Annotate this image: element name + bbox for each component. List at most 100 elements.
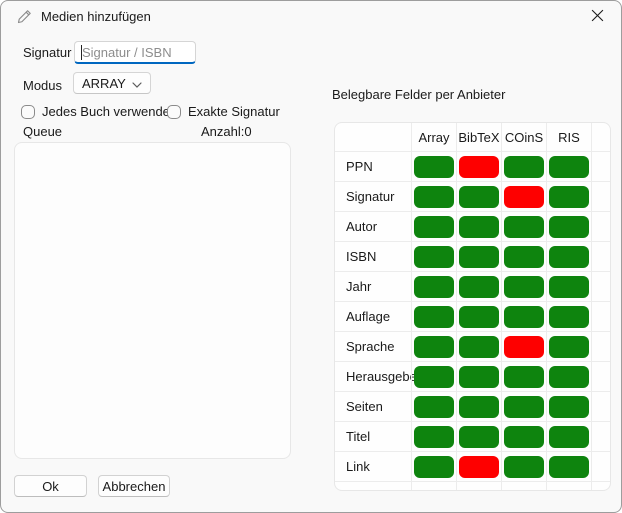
row-label: Seiten: [335, 391, 411, 421]
queue-list[interactable]: [14, 142, 291, 459]
row-label: Link: [335, 451, 411, 481]
status-cell-wrap: [546, 451, 591, 481]
provider-panel: Array BibTeX COinS RIS PPN Signatur Autor ISBN J…: [334, 122, 611, 491]
status-available-cell: [549, 155, 589, 178]
status-available-cell: [504, 365, 544, 388]
signatur-label: Signatur: [23, 45, 72, 60]
status-available-cell: [459, 305, 499, 328]
status-available-cell: [504, 275, 544, 298]
footer-filler: [456, 481, 501, 490]
table-corner-cell: [335, 123, 411, 151]
status-cell-wrap: [546, 151, 591, 181]
status-available-cell: [549, 185, 589, 208]
row-label: Autor: [335, 211, 411, 241]
status-cell-wrap: [411, 241, 456, 271]
status-available-cell: [414, 335, 454, 358]
column-header: Array: [411, 123, 456, 151]
status-available-cell: [549, 245, 589, 268]
status-cell-wrap: [546, 211, 591, 241]
column-header: BibTeX: [456, 123, 501, 151]
status-cell-wrap: [546, 361, 591, 391]
status-cell-wrap: [456, 211, 501, 241]
status-available-cell: [549, 305, 589, 328]
status-cell-wrap: [501, 181, 546, 211]
cancel-button[interactable]: Abbrechen: [98, 475, 170, 497]
status-cell-wrap: [456, 361, 501, 391]
modus-selected-value: ARRAY: [82, 75, 126, 91]
status-unavailable-cell: [504, 185, 544, 208]
checkbox-group-jedes-buch: Jedes Buch verwenden: [21, 103, 177, 120]
exakte-signatur-checkbox[interactable]: [167, 104, 181, 119]
row-filler: [591, 361, 610, 391]
close-button[interactable]: [580, 4, 614, 30]
queue-label: Queue: [23, 124, 63, 139]
footer-filler: [546, 481, 591, 490]
status-cell-wrap: [501, 211, 546, 241]
status-available-cell: [504, 155, 544, 178]
status-cell-wrap: [456, 301, 501, 331]
status-available-cell: [414, 215, 454, 238]
status-cell-wrap: [501, 271, 546, 301]
row-label: Jahr: [335, 271, 411, 301]
status-unavailable-cell: [504, 335, 544, 358]
status-available-cell: [549, 365, 589, 388]
footer-filler: [501, 481, 546, 490]
row-filler: [591, 211, 610, 241]
exakte-signatur-label: Exakte Signatur: [188, 104, 280, 119]
row-label: Titel: [335, 421, 411, 451]
status-cell-wrap: [501, 151, 546, 181]
status-available-cell: [414, 185, 454, 208]
status-cell-wrap: [456, 181, 501, 211]
close-icon: [591, 9, 604, 25]
status-available-cell: [414, 305, 454, 328]
pencil-icon: [17, 9, 32, 24]
status-cell-wrap: [501, 451, 546, 481]
status-cell-wrap: [501, 361, 546, 391]
row-label: PPN: [335, 151, 411, 181]
status-cell-wrap: [501, 301, 546, 331]
status-cell-wrap: [501, 241, 546, 271]
row-filler: [591, 391, 610, 421]
row-label: Signatur: [335, 181, 411, 211]
status-cell-wrap: [411, 421, 456, 451]
anzahl-count: Anzahl:0: [201, 124, 252, 139]
window-title: Medien hinzufügen: [41, 9, 151, 24]
row-label: Herausgeber: [335, 361, 421, 391]
column-header: COinS: [501, 123, 546, 151]
status-available-cell: [414, 455, 454, 478]
status-cell-wrap: [546, 331, 591, 361]
status-cell-wrap: [501, 391, 546, 421]
header-filler: [591, 123, 610, 151]
status-cell-wrap: [501, 331, 546, 361]
row-label: Auflage: [335, 301, 411, 331]
status-available-cell: [459, 185, 499, 208]
status-available-cell: [549, 455, 589, 478]
row-label: Sprache: [335, 331, 411, 361]
status-available-cell: [459, 365, 499, 388]
jedes-buch-checkbox[interactable]: [21, 104, 35, 119]
row-filler: [591, 241, 610, 271]
status-cell-wrap: [546, 181, 591, 211]
status-available-cell: [459, 335, 499, 358]
status-cell-wrap: [411, 151, 456, 181]
signatur-input[interactable]: [74, 41, 196, 64]
status-cell-wrap: [456, 271, 501, 301]
row-filler: [591, 451, 610, 481]
status-available-cell: [504, 215, 544, 238]
modus-dropdown[interactable]: ARRAY: [73, 72, 151, 94]
status-cell-wrap: [456, 151, 501, 181]
status-cell-wrap: [411, 271, 456, 301]
row-filler: [591, 421, 610, 451]
modus-label: Modus: [23, 78, 63, 93]
ok-button[interactable]: Ok: [14, 475, 87, 497]
status-cell-wrap: [456, 451, 501, 481]
status-cell-wrap: [411, 211, 456, 241]
status-available-cell: [459, 395, 499, 418]
text-caret: [81, 45, 82, 60]
status-cell-wrap: [546, 301, 591, 331]
title-bar: Medien hinzufügen: [1, 1, 621, 33]
status-available-cell: [459, 215, 499, 238]
status-available-cell: [504, 245, 544, 268]
status-available-cell: [549, 335, 589, 358]
